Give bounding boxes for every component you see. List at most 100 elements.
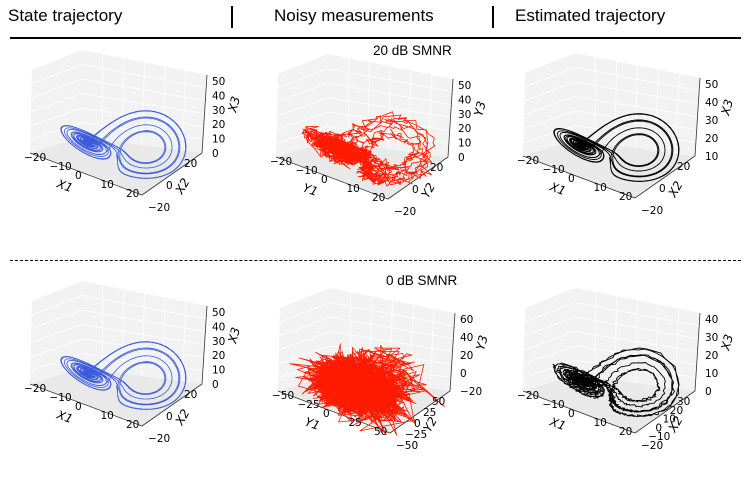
grid-line <box>277 111 329 130</box>
z-axis-label: X3 <box>718 98 736 118</box>
grid-line <box>327 82 454 106</box>
header-noisy-measurements: Noisy measurements <box>274 6 434 25</box>
x-tick-label: 20 <box>619 426 632 438</box>
x-tick-label: −10 <box>50 392 72 404</box>
z-tick-label: 0 <box>705 386 712 398</box>
grid-line <box>81 93 208 115</box>
floor-pane-r2c1 <box>30 368 202 426</box>
row-divider <box>10 260 741 261</box>
z-tick-label: 20 <box>705 350 718 362</box>
y-tick-label: 20 <box>184 158 197 170</box>
z-tick-label: 10 <box>705 151 718 163</box>
grid-line <box>277 97 329 116</box>
grid-line <box>524 316 576 337</box>
z-tick-label: 30 <box>212 105 225 117</box>
x-tick-label: 20 <box>619 191 632 203</box>
x-tick-label: −10 <box>543 399 565 411</box>
grid-line <box>81 78 208 102</box>
y-tick-label: 0 <box>412 184 419 196</box>
z-tick-label: 20 <box>212 119 225 131</box>
x-tick-label: 20 <box>126 419 139 431</box>
grid-line <box>427 74 433 155</box>
grid-line <box>181 301 187 382</box>
z-tick-label: 30 <box>705 115 718 127</box>
grid-line <box>81 309 208 333</box>
x-tick-label: 0 <box>568 408 575 420</box>
y-tick-label: 0 <box>414 418 421 430</box>
x-tick-label: 0 <box>568 173 575 185</box>
y-tick-label: −20 <box>394 206 416 218</box>
grid-line <box>31 338 83 357</box>
x-tick-label: −20 <box>24 383 46 395</box>
z-tick-label: 20 <box>212 350 225 362</box>
grid-line <box>524 302 576 323</box>
z-tick-label: 30 <box>705 332 718 344</box>
grid-line <box>524 81 576 102</box>
grid-line <box>279 302 331 323</box>
trajectory-estimate-r1c3 <box>553 113 680 182</box>
y-axis-label: Y2 <box>420 415 440 435</box>
y-tick-label: −20 <box>148 202 170 214</box>
y-tick-label: 20 <box>677 161 690 173</box>
z-axis-label: X3 <box>225 95 243 115</box>
z-tick-label: 50 <box>458 80 471 92</box>
y-tick-label: 0 <box>659 183 666 195</box>
grid-line <box>674 308 680 389</box>
grid-line <box>574 81 701 105</box>
header-rule <box>10 37 741 39</box>
grid-line <box>31 353 83 371</box>
y-tick-label: −50 <box>396 440 418 452</box>
z-tick-label: 40 <box>212 90 225 102</box>
z-tick-label: 40 <box>705 314 718 326</box>
z-tick-label: 0 <box>212 379 219 391</box>
grid-line <box>277 82 329 103</box>
grid-line <box>31 122 83 140</box>
y-tick-label: −20 <box>641 440 663 452</box>
x-tick-label: 20 <box>126 188 139 200</box>
grid-line <box>329 331 456 353</box>
row1-title: 20 dB SMNR <box>373 43 452 58</box>
x-tick-label: −20 <box>517 155 539 167</box>
x-tick-label: 50 <box>374 426 387 438</box>
z-tick-label: 20 <box>458 123 471 135</box>
grid-line <box>31 64 83 85</box>
x-tick-label: −10 <box>296 165 318 177</box>
z-tick-label: 40 <box>705 97 718 109</box>
y-tick-label: 20 <box>670 405 683 417</box>
grid-line <box>81 338 208 359</box>
grid-line <box>81 324 208 346</box>
z-tick-label: 50 <box>212 76 225 88</box>
grid-line <box>279 316 331 337</box>
z-tick-label: 60 <box>460 314 473 326</box>
x-tick-label: 25 <box>349 417 362 429</box>
axis-edge-r1c2 <box>275 78 454 200</box>
header-separator-2 <box>492 6 494 28</box>
x-tick-label: −25 <box>298 399 320 411</box>
y-tick-label: 50 <box>432 396 445 408</box>
floor-pane-r2c3 <box>523 375 695 433</box>
trajectory-estimate-r2c3 <box>552 347 680 418</box>
trajectory-state-r2c1 <box>60 341 187 410</box>
x-axis-label: X1 <box>54 407 75 426</box>
grid-line <box>327 126 454 145</box>
z-tick-label: 0 <box>212 148 219 160</box>
grid-line <box>81 353 208 372</box>
z-axis-label: X3 <box>225 326 243 346</box>
grid-line <box>524 360 576 378</box>
y-tick-label: 20 <box>184 389 197 401</box>
grid-line <box>674 73 680 154</box>
z-tick-label: 10 <box>212 134 225 146</box>
y-tick-label: 30 <box>677 396 690 408</box>
x-tick-label: 0 <box>321 174 328 186</box>
axes-pane-r2c1 <box>30 281 207 384</box>
axis-edge-r2c3 <box>522 312 701 434</box>
grid-line <box>31 324 83 343</box>
y-tick-label: 10 <box>663 414 676 426</box>
x-tick-label: 10 <box>101 179 114 191</box>
grid-line <box>31 309 83 330</box>
axes-pane-r1c1 <box>30 50 207 153</box>
y-tick-label: 0 <box>655 422 662 434</box>
z-axis-label: Y3 <box>471 100 488 118</box>
